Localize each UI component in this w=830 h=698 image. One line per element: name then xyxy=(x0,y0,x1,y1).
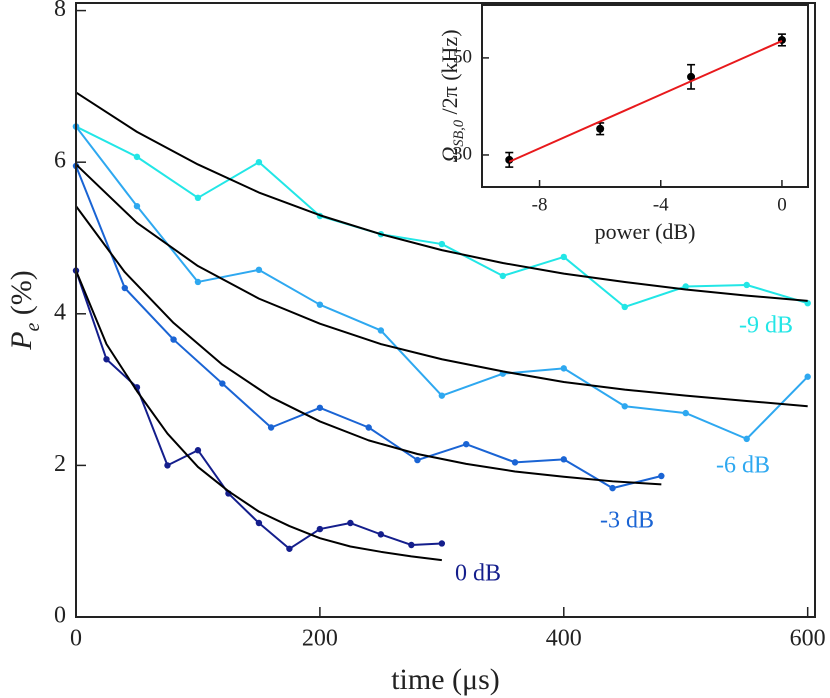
data-point xyxy=(255,158,263,166)
data-point xyxy=(560,456,567,463)
x-tick-label: 600 xyxy=(790,626,826,652)
data-point xyxy=(170,336,177,343)
data-point xyxy=(414,456,421,464)
y-label-sub: SB,0 xyxy=(451,120,467,147)
data-point xyxy=(121,284,128,292)
fit-line xyxy=(75,270,442,562)
y-label-rest: /2π (kHz) xyxy=(437,29,462,120)
data-point xyxy=(438,392,446,399)
series-label: -3 dB xyxy=(600,508,654,534)
data-point xyxy=(377,327,385,334)
data-point xyxy=(194,278,202,286)
data-point xyxy=(164,462,171,469)
data-point xyxy=(133,153,141,161)
data-point xyxy=(133,202,141,210)
data-line xyxy=(75,270,442,550)
data-point xyxy=(560,253,567,261)
x-tick-label: 0 xyxy=(70,626,82,652)
data-point xyxy=(255,519,263,527)
x-tick-label: 200 xyxy=(302,626,338,652)
data-point xyxy=(743,281,750,289)
data-point xyxy=(438,540,446,547)
data-point xyxy=(743,435,750,443)
x-axis-label: power (dB) xyxy=(595,219,696,244)
data-point xyxy=(255,266,263,274)
data-point xyxy=(463,440,470,448)
x-tick-label: -4 xyxy=(653,194,669,215)
y-tick-label: 4 xyxy=(54,299,66,325)
data-point xyxy=(511,459,519,466)
inset-background xyxy=(482,5,808,187)
data-point xyxy=(687,72,696,81)
fit-line xyxy=(75,91,808,302)
data-point xyxy=(267,424,275,431)
data-point xyxy=(658,472,665,480)
y-tick-label: 8 xyxy=(54,0,66,22)
x-tick-label: -8 xyxy=(532,194,548,215)
data-point xyxy=(682,283,689,290)
x-tick-label: 0 xyxy=(777,194,787,215)
x-tick-label: 400 xyxy=(546,626,582,652)
data-point xyxy=(596,124,605,133)
data-point xyxy=(194,194,202,202)
y-axis-label: ΩSB,0 /2π (kHz) xyxy=(437,29,467,162)
plot-frame xyxy=(481,4,809,188)
y-axis-label: Pe (%) xyxy=(5,270,44,350)
y-tick-label: 50 xyxy=(453,46,472,67)
data-point xyxy=(365,424,372,431)
data-point xyxy=(377,531,385,538)
y-label-sub: e xyxy=(23,322,44,331)
y-tick-label: 0 xyxy=(54,603,66,629)
data-point xyxy=(621,403,628,410)
data-point xyxy=(316,404,324,411)
data-point xyxy=(316,525,324,533)
data-point xyxy=(438,240,446,248)
data-point xyxy=(804,373,811,380)
data-point xyxy=(347,519,354,527)
y-tick-label: 2 xyxy=(54,451,66,477)
plot-frame xyxy=(75,2,816,618)
data-point xyxy=(408,541,415,549)
data-point xyxy=(682,409,689,417)
series-label: 0 dB xyxy=(455,561,501,587)
series-label: -6 dB xyxy=(716,453,770,479)
data-point xyxy=(194,447,202,454)
series-label: -9 dB xyxy=(739,313,793,339)
data-point xyxy=(499,272,507,280)
data-point xyxy=(286,545,293,552)
data-point xyxy=(609,484,616,492)
y-label-rest: (%) xyxy=(5,270,38,322)
fit-line xyxy=(508,40,783,163)
fit-line xyxy=(75,205,662,486)
data-point xyxy=(316,301,324,308)
fit-line xyxy=(75,163,808,408)
y-tick-label: 6 xyxy=(54,148,66,174)
data-point xyxy=(219,380,226,387)
data-point xyxy=(103,356,110,363)
x-axis-label: time (μs) xyxy=(391,663,500,696)
y-label-main: Ω xyxy=(437,147,462,163)
data-point xyxy=(560,365,567,372)
y-tick-label: 30 xyxy=(453,143,472,164)
data-point xyxy=(621,303,628,311)
y-label-main: P xyxy=(5,331,38,350)
